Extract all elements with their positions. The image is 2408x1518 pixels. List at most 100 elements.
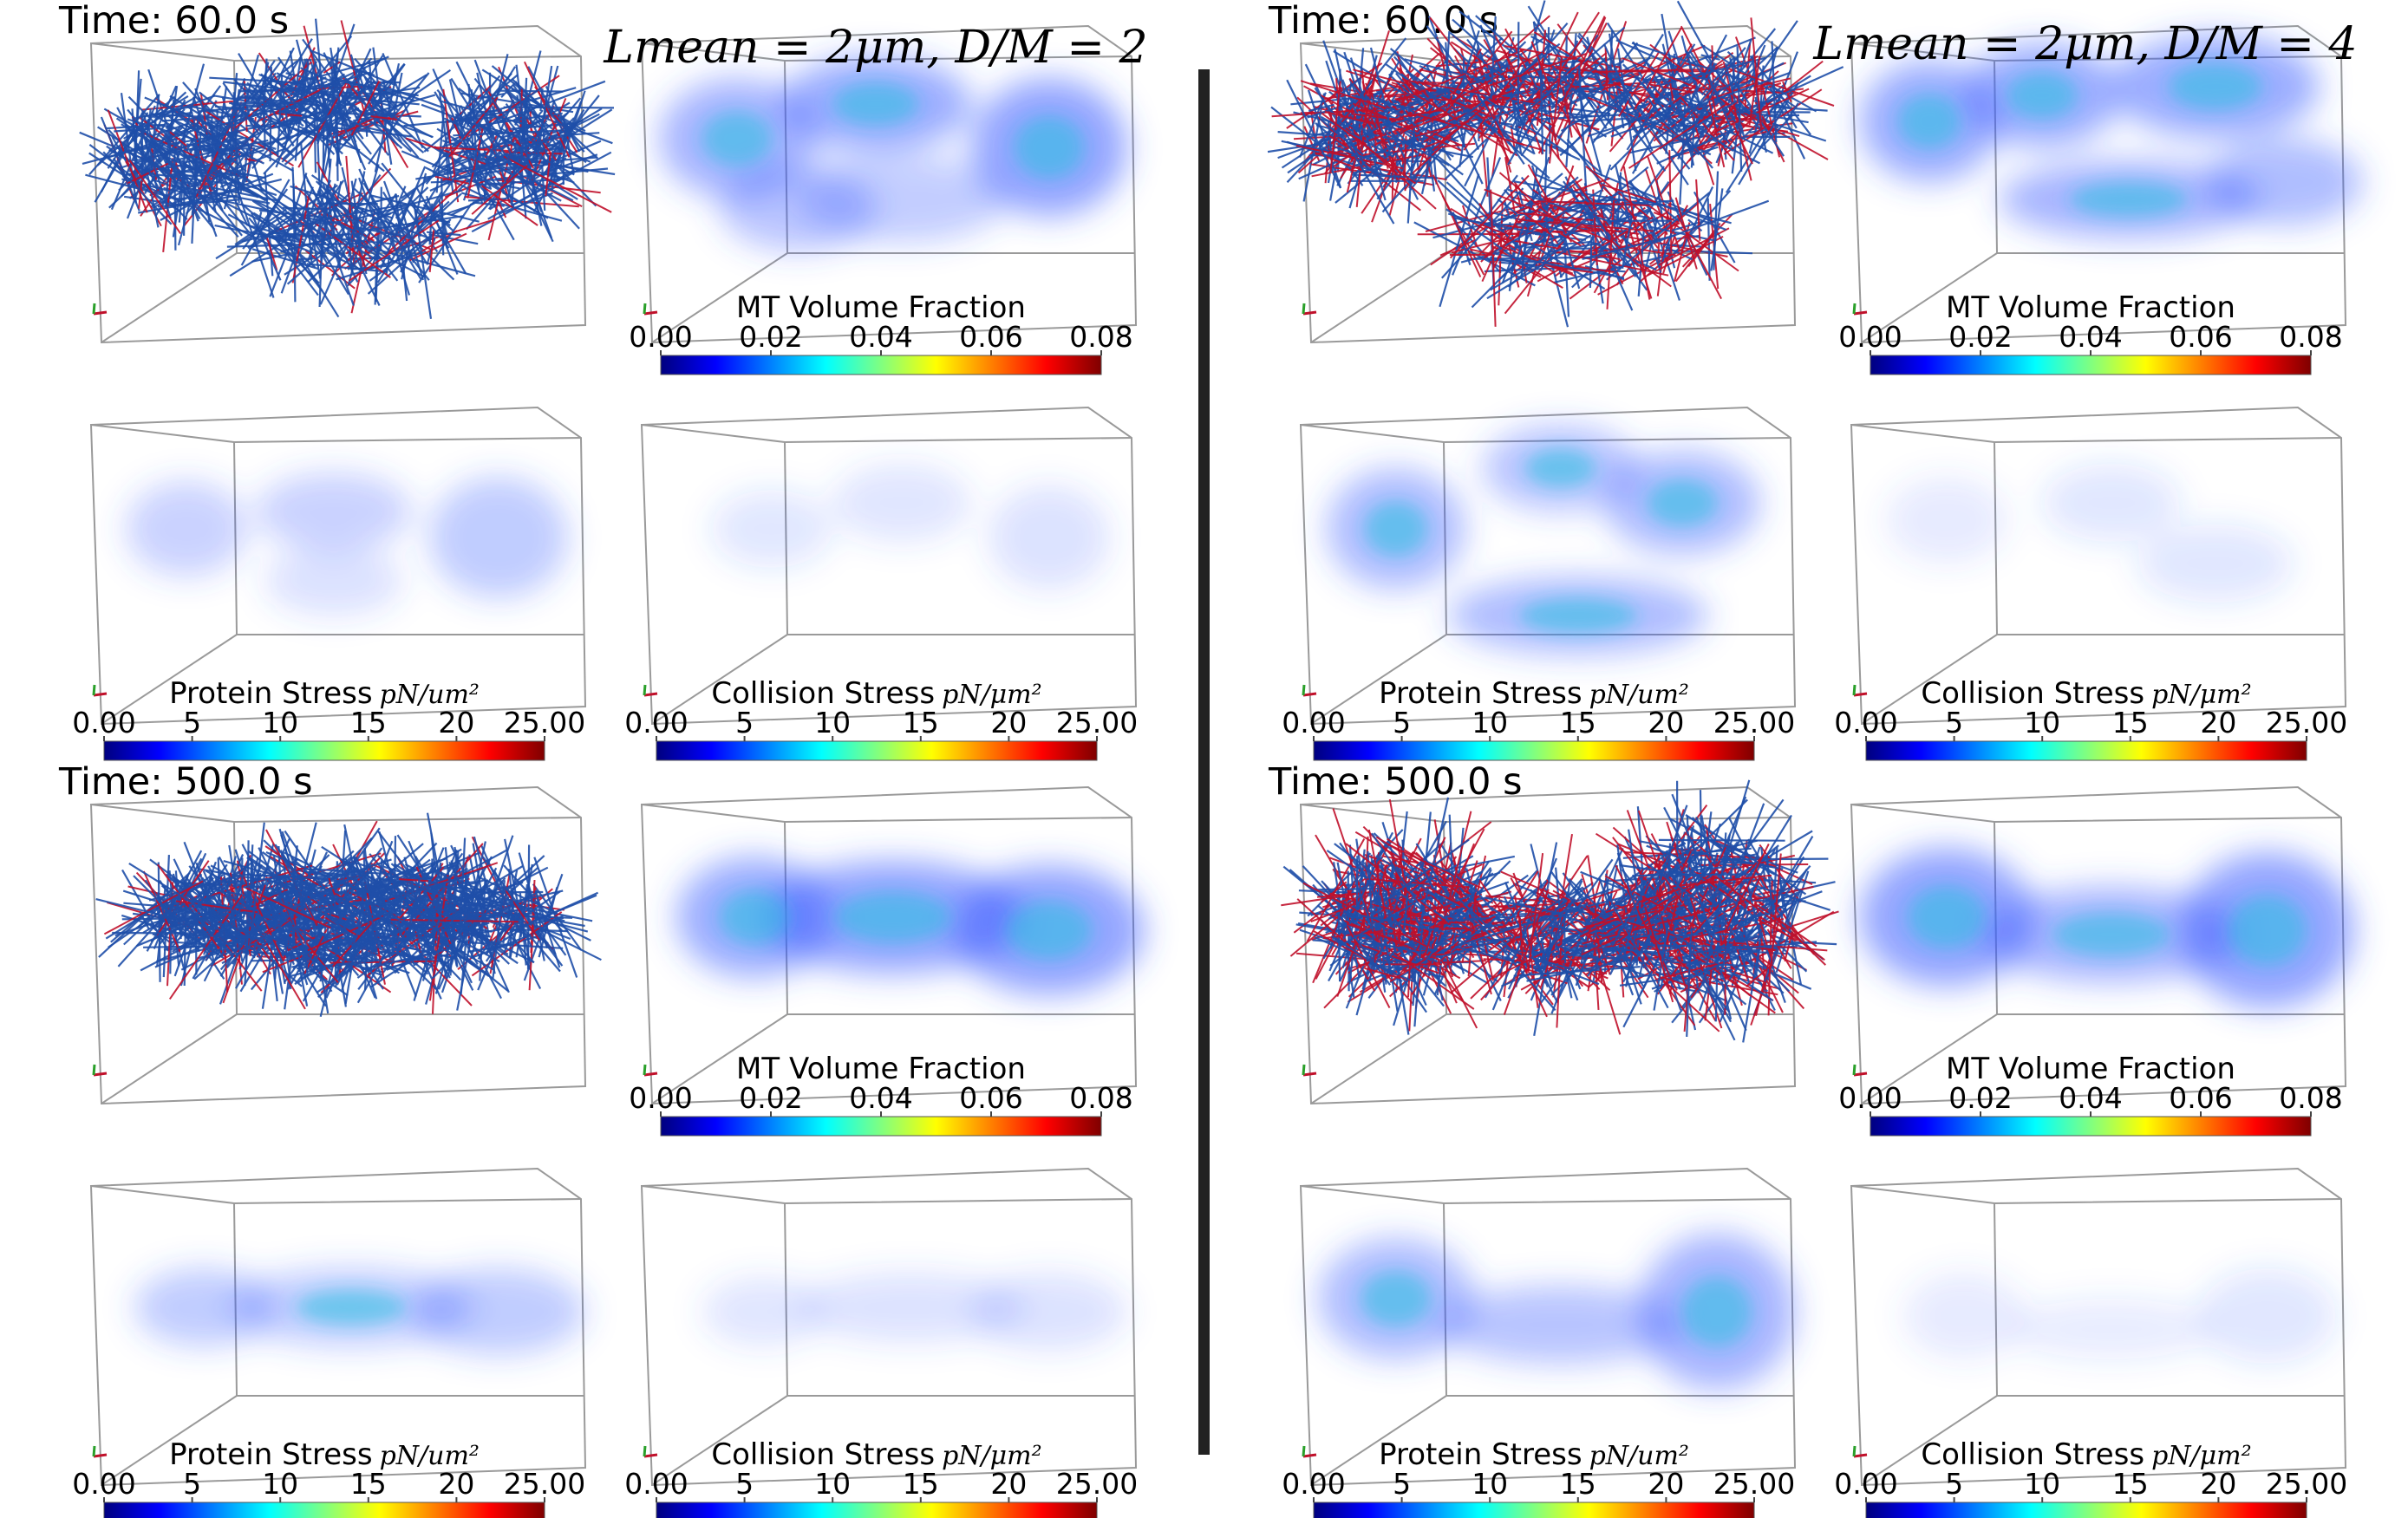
volume-fraction-density bbox=[659, 56, 1127, 251]
colorbar-gradient bbox=[1865, 740, 2307, 761]
colorbar-tick-label: 25.00 bbox=[1713, 706, 1795, 739]
colorbar-title: Protein Stress pN/um² bbox=[169, 1437, 480, 1472]
protein-stress-colorbar: Protein Stress pN/um² 0.00 5 10 15 20 25.00 bbox=[1282, 676, 1795, 761]
collision-stress-colorbar: Collision Stress pN/μm² 0.00 5 10 15 20 25.00 bbox=[1834, 1437, 2347, 1518]
colorbar-tick-label: 25.00 bbox=[1056, 706, 1138, 739]
protein-stress-density bbox=[126, 472, 568, 616]
colorbar-tick-label: 20 bbox=[1648, 1467, 1684, 1501]
colorbar-gradient bbox=[1870, 1116, 2312, 1137]
volume-fraction-colorbar: MT Volume Fraction 0.00 0.02 0.04 0.06 0.08 bbox=[629, 290, 1133, 375]
colorbar-title: Collision Stress pN/μm² bbox=[711, 676, 1041, 711]
colorbar-gradient bbox=[660, 1116, 1102, 1137]
colorbar-tick-label: 0.08 bbox=[1069, 1081, 1132, 1115]
colorbar-tick-label: 20 bbox=[2200, 706, 2236, 739]
colorbar-tick-label: 10 bbox=[1472, 1467, 1508, 1501]
colorbar-tick-label: 0.00 bbox=[1838, 1081, 1902, 1115]
parameter-formula-left: Lmean = 2μm, D/M = 2 bbox=[603, 22, 1147, 74]
colorbar-tick-label: 0.00 bbox=[629, 320, 692, 354]
volume-fraction-density bbox=[1860, 35, 2363, 238]
colorbar-title: Protein Stress pN/um² bbox=[1379, 1437, 1689, 1472]
volume-fraction-density bbox=[676, 857, 1145, 995]
colorbar-tick-label: 10 bbox=[262, 706, 298, 739]
colorbar-tick-label: 15 bbox=[1560, 1467, 1596, 1501]
colorbar-tick-label: 25.00 bbox=[2266, 706, 2347, 739]
colorbar-tick-label: 0.00 bbox=[72, 1467, 135, 1501]
time-label: Time: 500.0 s bbox=[1268, 760, 1523, 804]
protein-stress-box bbox=[89, 1167, 587, 1487]
colorbar-tick-label: 5 bbox=[735, 1467, 754, 1501]
colorbar-gradient bbox=[1865, 1502, 2307, 1518]
colorbar-tick-label: 0.02 bbox=[739, 1081, 802, 1115]
colorbar-tick-label: 20 bbox=[438, 706, 474, 739]
colorbar-tick-label: 0.04 bbox=[2059, 320, 2122, 354]
volume-fraction-colorbar: MT Volume Fraction 0.00 0.02 0.04 0.06 0.08 bbox=[629, 1052, 1133, 1137]
colorbar-tick-label: 5 bbox=[183, 1467, 201, 1501]
colorbar-tick-label: 15 bbox=[350, 706, 387, 739]
microtubule-fibers bbox=[1281, 779, 1839, 1043]
colorbar-tick-label: 25.00 bbox=[1056, 1467, 1138, 1501]
protein-stress-density bbox=[1318, 1234, 1795, 1390]
colorbar-tick-label: 0.04 bbox=[849, 1081, 912, 1115]
colorbar-tick-label: 15 bbox=[2112, 706, 2149, 739]
collision-stress-colorbar: Collision Stress pN/μm² 0.00 5 10 15 20 25.00 bbox=[624, 1437, 1138, 1518]
colorbar-tick-label: 10 bbox=[262, 1467, 298, 1501]
colorbar-tick-label: 0.06 bbox=[959, 1081, 1022, 1115]
collision-stress-colorbar: Collision Stress pN/μm² 0.00 5 10 15 20 25.00 bbox=[624, 676, 1138, 761]
time-label: Time: 60.0 s bbox=[1268, 0, 1498, 42]
colorbar-tick-label: 0.00 bbox=[629, 1081, 692, 1115]
colorbar-tick-label: 15 bbox=[350, 1467, 387, 1501]
colorbar-gradient bbox=[660, 355, 1102, 375]
protein-stress-colorbar: Protein Stress pN/um² 0.00 5 10 15 20 25.00 bbox=[72, 676, 585, 761]
colorbar-tick-label: 25.00 bbox=[1713, 1467, 1795, 1501]
colorbar-tick-label: 5 bbox=[1393, 706, 1411, 739]
colorbar-title: Collision Stress pN/μm² bbox=[1921, 676, 2251, 711]
colorbar-tick-label: 20 bbox=[990, 706, 1027, 739]
collision-stress-density bbox=[1903, 1268, 2337, 1364]
colorbar-title: MT Volume Fraction bbox=[1946, 1052, 2235, 1086]
colorbar-tick-label: 20 bbox=[438, 1467, 474, 1501]
colorbar-tick-label: 0.00 bbox=[1282, 1467, 1345, 1501]
colorbar-tick-label: 10 bbox=[814, 1467, 851, 1501]
colorbar-gradient bbox=[656, 1502, 1098, 1518]
colorbar-tick-label: 25.00 bbox=[504, 1467, 585, 1501]
colorbar-tick-label: 10 bbox=[814, 706, 851, 739]
collision-stress-colorbar: Collision Stress pN/μm² 0.00 5 10 15 20 25.00 bbox=[1834, 676, 2347, 761]
colorbar-tick-label: 0.02 bbox=[1948, 1081, 2012, 1115]
colorbar-tick-label: 20 bbox=[2200, 1467, 2236, 1501]
protein-stress-colorbar: Protein Stress pN/um² 0.00 5 10 15 20 25.00 bbox=[1282, 1437, 1795, 1518]
colorbar-title: Collision Stress pN/μm² bbox=[711, 1437, 1041, 1472]
colorbar-tick-label: 0.08 bbox=[1069, 320, 1132, 354]
colorbar-tick-label: 25.00 bbox=[504, 706, 585, 739]
colorbar-gradient bbox=[103, 740, 545, 761]
colorbar-tick-label: 10 bbox=[2024, 706, 2060, 739]
collision-stress-density bbox=[711, 464, 1110, 590]
colorbar-tick-label: 0.06 bbox=[2169, 1081, 2232, 1115]
protein-stress-density bbox=[1327, 425, 1760, 655]
protein-stress-density bbox=[134, 1268, 585, 1355]
time-label: Time: 500.0 s bbox=[58, 760, 313, 804]
colorbar-tick-label: 15 bbox=[1560, 706, 1596, 739]
collision-stress-box bbox=[640, 1167, 1138, 1487]
colorbar-tick-label: 0.02 bbox=[739, 320, 802, 354]
microtubule-fibers bbox=[95, 812, 602, 1017]
colorbar-tick-label: 0.00 bbox=[1838, 320, 1902, 354]
colorbar-gradient bbox=[1870, 355, 2312, 375]
colorbar-tick-label: 15 bbox=[903, 706, 939, 739]
colorbar-tick-label: 0.04 bbox=[849, 320, 912, 354]
colorbar-tick-label: 15 bbox=[903, 1467, 939, 1501]
colorbar-title: MT Volume Fraction bbox=[736, 1052, 1026, 1086]
vertical-divider bbox=[1198, 69, 1210, 1455]
colorbar-tick-label: 5 bbox=[183, 706, 201, 739]
colorbar-tick-label: 0.04 bbox=[2059, 1081, 2122, 1115]
colorbar-tick-label: 5 bbox=[1393, 1467, 1411, 1501]
colorbar-gradient bbox=[1313, 1502, 1755, 1518]
colorbar-tick-label: 0.00 bbox=[72, 706, 135, 739]
colorbar-tick-label: 20 bbox=[1648, 706, 1684, 739]
colorbar-tick-label: 0.02 bbox=[1948, 320, 2012, 354]
colorbar-tick-label: 15 bbox=[2112, 1467, 2149, 1501]
colorbar-tick-label: 10 bbox=[2024, 1467, 2060, 1501]
volume-fraction-colorbar: MT Volume Fraction 0.00 0.02 0.04 0.06 0.08 bbox=[1838, 1052, 2343, 1137]
colorbar-tick-label: 0.08 bbox=[2279, 1081, 2342, 1115]
colorbar-title: Collision Stress pN/μm² bbox=[1921, 1437, 2251, 1472]
